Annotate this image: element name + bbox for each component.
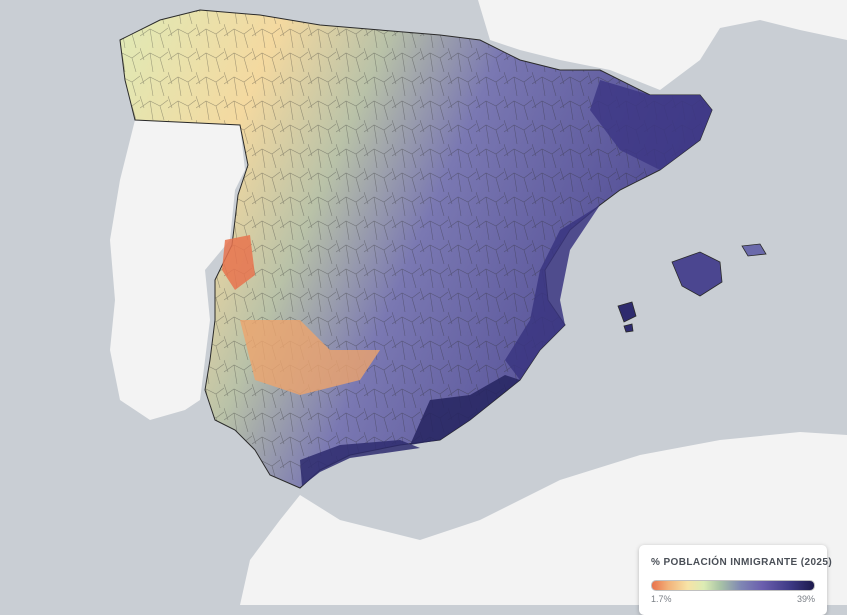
region-low-andalusia-west[interactable] (240, 320, 380, 395)
legend-min-label: 1.7% (651, 594, 672, 604)
map-legend: % POBLACIÓN INMIGRANTE (2025) 1.7% 39% (639, 545, 833, 615)
legend-max-label: 39% (796, 594, 815, 604)
region-high-valencia[interactable] (505, 205, 600, 380)
region-high-murcia-almeria[interactable] (410, 375, 520, 445)
island-formentera[interactable] (623, 323, 634, 333)
legend-color-scale (651, 580, 815, 591)
region-low-extremadura[interactable] (222, 235, 255, 290)
island-ibiza[interactable] (617, 301, 637, 323)
region-high-catalonia[interactable] (590, 80, 712, 170)
france-land (478, 0, 847, 90)
region-high-costa-del-sol[interactable] (300, 440, 420, 486)
island-menorca[interactable] (741, 243, 767, 257)
legend-title: % POBLACIÓN INMIGRANTE (2025) (651, 557, 833, 568)
portugal-land (110, 120, 245, 420)
legend-labels: 1.7% 39% (651, 594, 815, 604)
island-mallorca[interactable] (671, 251, 723, 297)
